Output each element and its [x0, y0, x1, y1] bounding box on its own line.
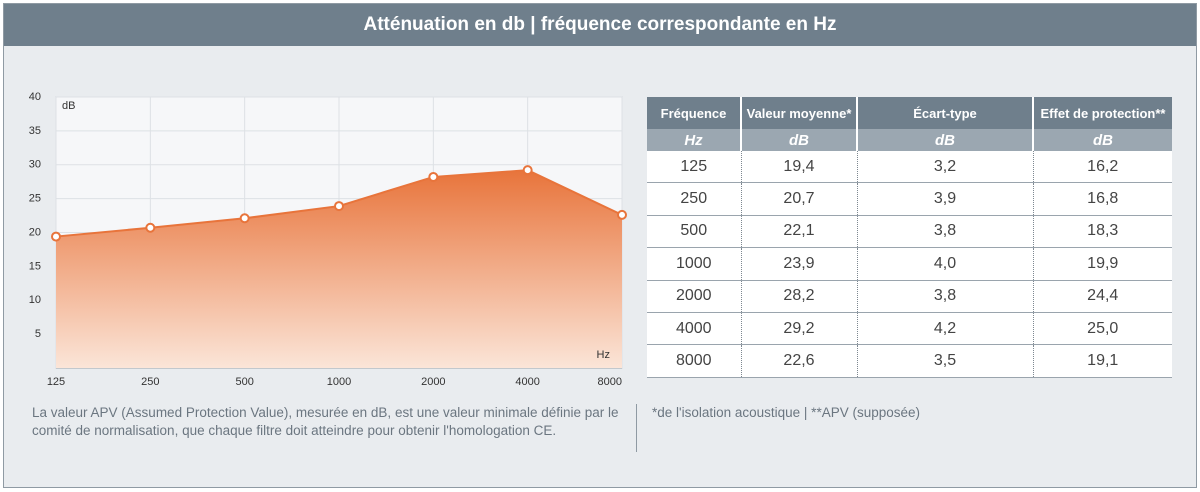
table-cell: 500: [647, 215, 741, 249]
table-cell: 3,8: [856, 280, 1033, 313]
table-cell: 2000: [647, 280, 741, 313]
data-point: [428, 171, 439, 182]
table-cell: 24,4: [1032, 280, 1172, 313]
table-cell: 16,2: [1032, 151, 1172, 184]
table-cell: 16,8: [1032, 182, 1172, 216]
table-cell: 4,0: [856, 247, 1033, 281]
table-row: 2000 28,2 3,8 24,4: [647, 280, 1172, 313]
unit-row: Hz dB dB dB: [647, 129, 1172, 151]
table-cell: 125: [647, 151, 741, 184]
x-tick-label: 2000: [421, 376, 445, 388]
table-cell: 29,2: [740, 312, 857, 346]
footnote-left: La valeur APV (Assumed Protection Value)…: [32, 405, 619, 438]
data-point: [145, 222, 156, 233]
column-header: Effet de protection**: [1032, 97, 1172, 129]
column-unit: dB: [740, 129, 857, 151]
table-cell: 8000: [647, 344, 741, 378]
data-point: [617, 209, 627, 220]
y-tick-label: 35: [29, 125, 41, 137]
table-row: 4000 29,2 4,2 25,0: [647, 312, 1172, 346]
footnote-right: *de l'isolation acoustique | **APV (supp…: [652, 405, 920, 420]
x-axis-label: Hz: [597, 349, 610, 361]
table-cell: 3,2: [856, 151, 1033, 184]
separator: [636, 404, 637, 452]
table-body: 125 19,4 3,2 16,2 250 20,7 3,9 16,8 500 22,1 3,8 18…: [647, 151, 1172, 378]
table-cell: 4,2: [856, 312, 1033, 346]
column-header: Fréquence: [647, 97, 741, 129]
table-row: 500 22,1 3,8 18,3: [647, 215, 1172, 249]
table-cell: 22,1: [740, 215, 857, 249]
table-cell: 250: [647, 182, 741, 216]
table-cell: 3,5: [856, 344, 1033, 378]
table-row: 125 19,4 3,2 16,2: [647, 151, 1172, 184]
table-cell: 23,9: [740, 247, 857, 281]
y-tick-label: 10: [29, 294, 41, 306]
x-tick-label: 4000: [515, 376, 539, 388]
table-cell: 3,9: [856, 182, 1033, 216]
table-cell: 19,1: [1032, 344, 1172, 378]
column-header: Écart-type: [856, 97, 1033, 129]
table-cell: 19,9: [1032, 247, 1172, 281]
y-axis-label: dB: [62, 100, 75, 112]
table-row: 1000 23,9 4,0 19,9: [647, 247, 1172, 281]
x-tick-label: 250: [141, 376, 159, 388]
data-point: [522, 165, 533, 176]
header-row: Fréquence Valeur moyenne* Écart-type Effet …: [647, 97, 1172, 129]
column-unit: dB: [1032, 129, 1172, 151]
table-cell: 20,7: [740, 182, 857, 216]
data-point: [334, 201, 344, 212]
table-row: 8000 22,6 3,5 19,1: [647, 344, 1172, 378]
header-title: Atténuation en db | fréquence correspond…: [4, 4, 1196, 46]
table-cell: 3,8: [856, 215, 1033, 249]
x-tick-label: 8000: [598, 376, 622, 388]
y-tick-label: 30: [29, 159, 41, 171]
data-table: Fréquence Valeur moyenne* Écart-type Effet …: [647, 97, 1172, 378]
y-tick-label: 40: [29, 91, 41, 103]
area-fill: [56, 170, 622, 368]
data-point: [239, 213, 250, 224]
column-unit: dB: [856, 129, 1033, 151]
column-header: Valeur moyenne*: [740, 97, 857, 129]
y-tick-label: 15: [29, 260, 41, 272]
x-tick-label: 1000: [327, 376, 351, 388]
table-cell: 18,3: [1032, 215, 1172, 249]
table-cell: 1000: [647, 247, 741, 281]
x-tick-label: 500: [235, 376, 253, 388]
x-tick-label: 125: [47, 376, 65, 388]
table-cell: 28,2: [740, 280, 857, 313]
table-cell: 25,0: [1032, 312, 1172, 346]
column-unit: Hz: [647, 129, 741, 151]
y-tick-label: 25: [29, 193, 41, 205]
table-cell: 19,4: [740, 151, 857, 184]
table-row: 250 20,7 3,9 16,8: [647, 182, 1172, 216]
y-tick-label: 20: [29, 226, 41, 238]
data-point: [51, 231, 61, 242]
y-tick-label: 5: [35, 328, 41, 340]
table-cell: 4000: [647, 312, 741, 346]
table-cell: 22,6: [740, 344, 857, 378]
